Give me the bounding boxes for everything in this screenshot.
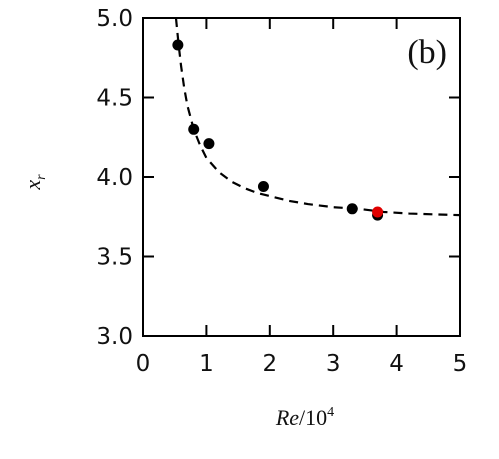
data-point xyxy=(188,123,200,135)
data-point xyxy=(203,138,215,150)
y-tick-label: 5.0 xyxy=(96,6,133,32)
y-axis-label: xr xyxy=(20,174,49,191)
x-tick-label: 2 xyxy=(262,351,277,377)
axis-ticks xyxy=(142,17,461,337)
data-point xyxy=(257,181,269,193)
y-tick-label: 4.5 xyxy=(96,86,133,112)
panel-label: (b) xyxy=(407,34,447,71)
fit-curve xyxy=(174,17,461,217)
x-tick-label: 3 xyxy=(326,351,341,377)
x-tick-label: 0 xyxy=(136,351,151,377)
highlighted-data-point xyxy=(372,206,384,218)
data-point xyxy=(172,39,184,51)
x-axis-label: Re/104 xyxy=(275,405,334,430)
x-tick-label: 5 xyxy=(453,351,468,377)
y-axis-label-sub: r xyxy=(34,174,49,180)
y-axis-label-main: x xyxy=(20,180,45,191)
x-axis-label-main: Re xyxy=(275,405,299,430)
x-tick-label: 1 xyxy=(199,351,214,377)
y-tick-label: 3.5 xyxy=(96,245,133,271)
x-tick-label: 4 xyxy=(389,351,404,377)
y-tick-label: 4.0 xyxy=(96,165,133,191)
tick-labels: 0 1 2 3 4 5 3.0 3.5 4.0 4.5 5.0 xyxy=(96,6,467,377)
x-axis-label-suffix: /10 xyxy=(299,405,327,430)
y-tick-label: 3.0 xyxy=(96,324,133,350)
x-axis-label-exponent: 4 xyxy=(327,405,334,420)
data-point xyxy=(346,203,358,215)
data-points xyxy=(172,39,384,221)
